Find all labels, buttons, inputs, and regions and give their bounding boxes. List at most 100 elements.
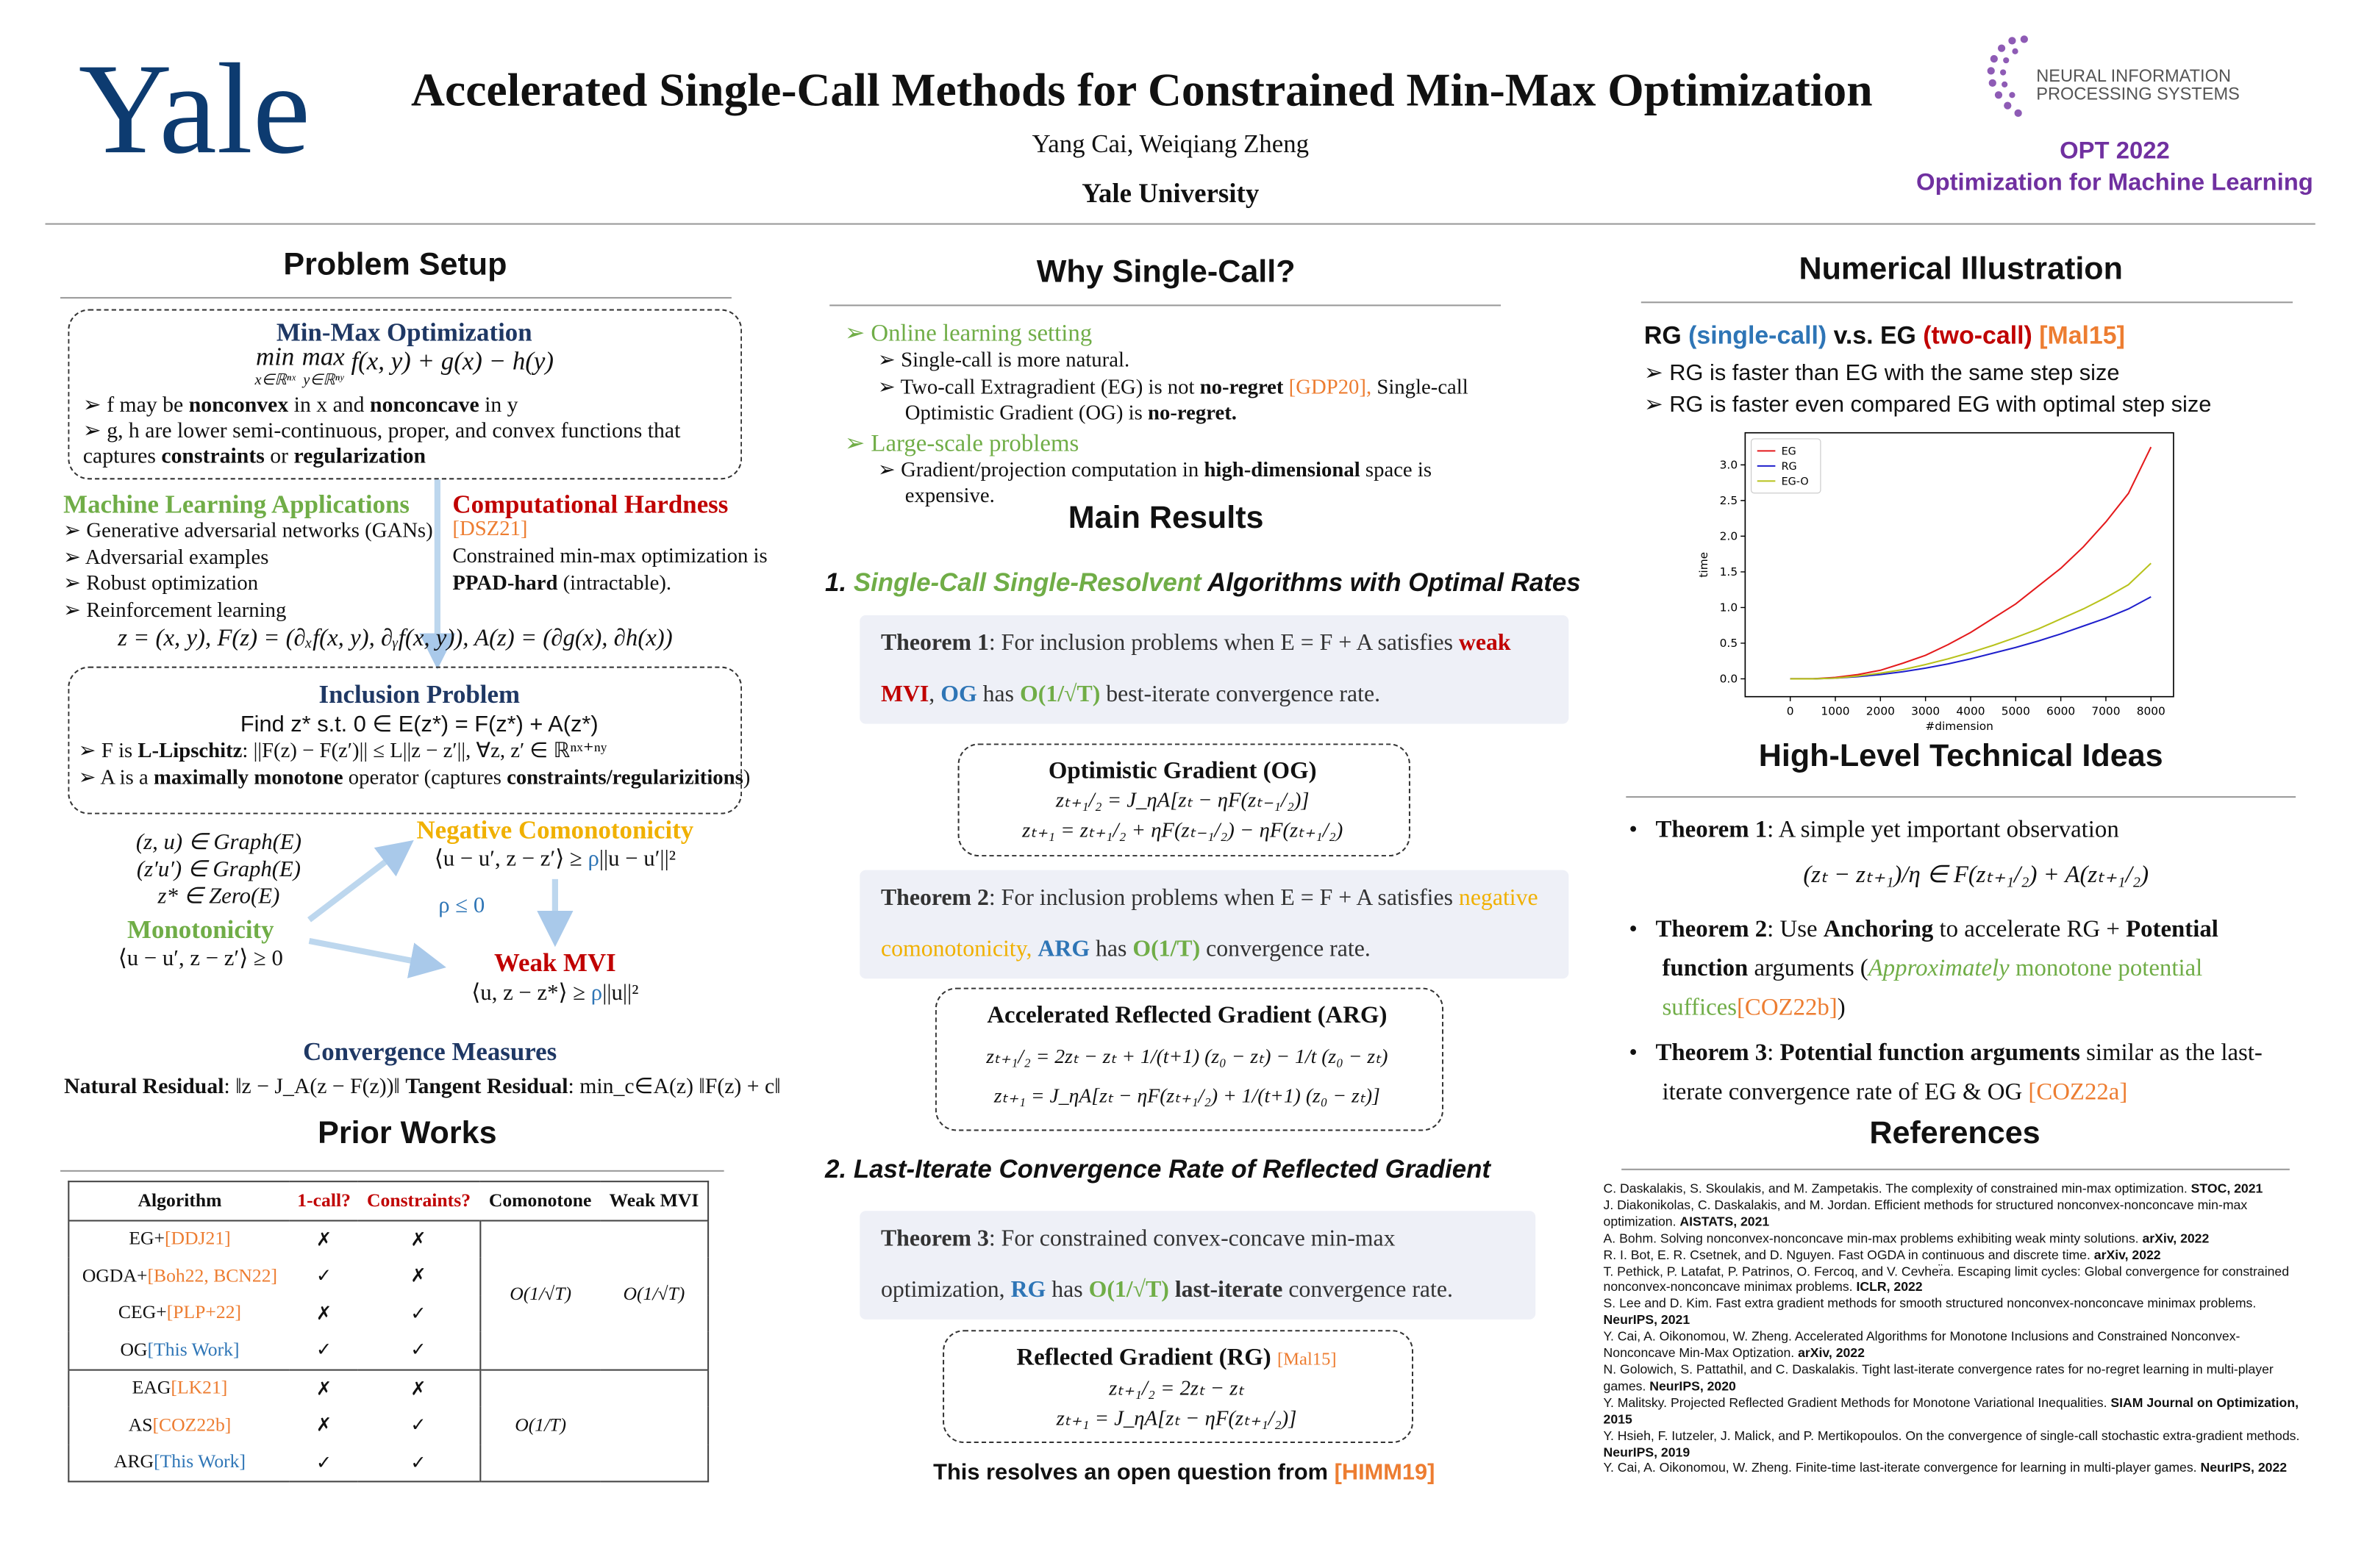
header-cell: Weak MVI xyxy=(609,1189,699,1211)
text-run: Large-scale problems xyxy=(871,430,1079,457)
list-item: zₜ₊₁ = zₜ₊₁/₂ + ηF(zₜ₋₁/₂) − ηF(zₜ₊₁/₂) xyxy=(1022,820,1343,843)
text-run: NeurIPS, 2020 xyxy=(1649,1378,1736,1394)
cell: ✗ xyxy=(315,1302,332,1324)
text-run: has xyxy=(976,681,1020,708)
text-run: : Use xyxy=(1767,917,1824,943)
bullet: ➢ F is L-Lipschitz: ||F(z) − F(z′)|| ≤ L… xyxy=(78,740,607,763)
text-run: (two-call) xyxy=(1923,322,2032,350)
chart: 0 1000 2000 3000 4000 5000 6000 7000 8000 0.0 0.5 1… xyxy=(1697,432,2174,733)
list-item: zₜ₊₁ = J_ηA[zₜ − ηF(zₜ₊₁/₂)] xyxy=(1056,1408,1297,1431)
list-item: RG is faster than EG with the same step … xyxy=(1644,357,2211,389)
text-run: C. Daskalakis, S. Skoulakis, and M. Zamp… xyxy=(1603,1181,2191,1196)
text-run: : min_c∈A(z) ‖F(z) + c‖ xyxy=(568,1075,781,1100)
sub-item: ➢ Single-call is more natural. xyxy=(877,349,1130,373)
divider xyxy=(1626,796,2296,798)
theorem: Theorem 2: For inclusion problems when E… xyxy=(860,870,1569,979)
logo-line: PROCESSING SYSTEMS xyxy=(2036,85,2240,104)
condition-title: Weak MVI xyxy=(494,948,616,978)
x-tick-label: 4000 xyxy=(1956,704,1985,717)
formula: ⟨u − u′, z − z′⟩ ≥ 0 xyxy=(118,947,283,972)
text-run: [COZ22a] xyxy=(2028,1079,2128,1106)
ref: [DDJ21] xyxy=(164,1228,231,1249)
list-item: Generative adversarial networks (GANs) xyxy=(63,519,432,545)
header-cell: Algorithm xyxy=(138,1189,222,1211)
x-tick-label: 8000 xyxy=(2137,704,2165,717)
theorem: Theorem 3: For constrained convex-concav… xyxy=(860,1211,1536,1320)
row: OGDA+[Boh22, BCN22] ✓ ✗ xyxy=(68,1258,708,1295)
text-run: Single-call Optimistic Gradient (OG) is xyxy=(904,376,1468,426)
text: Constrained min-max optimization is PPAD… xyxy=(452,545,772,598)
divider xyxy=(1621,1168,2290,1170)
text-run: N. Golowich, S. Pattathil, and C. Daskal… xyxy=(1603,1361,2274,1394)
reference: N. Golowich, S. Pattathil, and C. Daskal… xyxy=(1604,1361,2301,1395)
item-title: ➢ Large-scale problems xyxy=(844,430,1079,457)
divider xyxy=(1640,301,2293,304)
algorithm: CEG+ xyxy=(118,1301,167,1323)
y-tick-label: 0.5 xyxy=(1720,637,1738,650)
text-run: ρ xyxy=(588,847,599,872)
box-title: Optimistic Gradient (OG) xyxy=(1048,758,1317,784)
section-title: 2. Last-Iterate Convergence Rate of Refl… xyxy=(825,1155,1491,1184)
algo-box xyxy=(935,987,1444,1131)
row: EG+[DDJ21] ✗ ✗ O(1/√T) O(1/√T) xyxy=(68,1220,708,1370)
text-run: Theorem 3 xyxy=(1655,1040,1768,1067)
text-run: O(1/√T) xyxy=(1019,681,1101,708)
rate-cell: O(1/√T) xyxy=(623,1283,685,1305)
text-run: monotone potential suffices xyxy=(1662,956,2203,1021)
title: Reflected Gradient (RG) xyxy=(1016,1345,1271,1371)
x-tick-label: 2000 xyxy=(1866,704,1895,717)
conference-logo: NEURAL INFORMATION PROCESSING SYSTEMS xyxy=(2036,68,2240,104)
text-run: Theorem 3 xyxy=(880,1225,989,1252)
reference: S. Lee and D. Kim. Fast extra gradient m… xyxy=(1604,1296,2301,1329)
bullet: ➢ A is a maximally monotone operator (ca… xyxy=(78,767,751,790)
text-run: g, h are lower semi-continuous, proper, … xyxy=(82,419,681,469)
cell: ✗ xyxy=(410,1228,426,1250)
reference: Y. Hsieh, F. Iutzeler, J. Malick, and P.… xyxy=(1604,1428,2301,1461)
formula: (zₜ − zₜ₊₁)/η ∈ F(zₜ₊₁/₂) + A(zₜ₊₁/₂) xyxy=(1803,862,2149,889)
formula: Natural Residual: ‖z − J_A(z − F(z))‖ Ta… xyxy=(64,1075,780,1101)
text-run: space is expensive. xyxy=(904,459,1432,509)
x-tick-label: 3000 xyxy=(1911,704,1940,717)
ref: [Boh22, BCN22] xyxy=(147,1264,278,1286)
divider xyxy=(60,297,732,299)
divider xyxy=(60,1170,724,1172)
text-run: OG xyxy=(940,681,977,708)
reference: J. Diakonikolas, C. Daskalakis, and M. J… xyxy=(1604,1198,2301,1231)
ref: [LK21] xyxy=(171,1377,228,1399)
series-line xyxy=(1790,595,2152,680)
ref: [This Work] xyxy=(154,1450,246,1472)
cell: ✓ xyxy=(315,1339,332,1361)
list-item: zₜ₊₁ = J_ηA[zₜ − ηF(zₜ₊₁/₂) + 1/(t+1) (z… xyxy=(993,1084,1380,1107)
logo-line: NEURAL INFORMATION xyxy=(2036,68,2232,86)
text-run: arguments ( xyxy=(1748,956,1868,982)
list: Generative adversarial networks (GANs)Ad… xyxy=(63,519,433,625)
text-run: nonconcave xyxy=(369,393,479,418)
text-run: ||u||² xyxy=(602,981,639,1006)
ref: [Mal15] xyxy=(1277,1347,1337,1370)
list-item: Adversarial examples xyxy=(63,545,433,572)
row: CEG+[PLP+22] ✗ ✓ xyxy=(68,1295,708,1331)
minmax-box xyxy=(68,309,743,480)
text-run: Theorem 2 xyxy=(1655,917,1768,943)
text-run: NeurIPS, 2019 xyxy=(1603,1444,1690,1459)
text-run: ⟨u − u′, z − z′⟩ ≥ xyxy=(434,847,588,872)
heading: References xyxy=(1869,1115,2040,1151)
text-run: O(1/T) xyxy=(1132,936,1201,962)
algorithm-cell: EAG[LK21] xyxy=(68,1370,290,1407)
bullet: ➢ f may be nonconvex in x and nonconcave… xyxy=(82,393,518,418)
text-run: or xyxy=(264,445,294,469)
text-run: ICLR, 2022 xyxy=(1856,1279,1923,1295)
text-run: nonconvex xyxy=(188,393,289,418)
y-tick-label: 2.5 xyxy=(1720,494,1738,507)
text-run: : For inclusion problems when E = F + A … xyxy=(988,630,1459,656)
header-row: Algorithm 1-call? Constraints? Comonotone We… xyxy=(68,1181,709,1220)
list-item: (z′u′) ∈ Graph(E) xyxy=(136,858,301,883)
text-run: ) xyxy=(1837,995,1846,1021)
equations: zₜ₊₁/₂ = 2zₜ − zₜ + 1/(t+1) (z₀ − zₜ) − … xyxy=(986,1037,1388,1116)
text-run: Potential function arguments xyxy=(1779,1040,2080,1067)
text-run: Theorem 1 xyxy=(880,630,989,656)
text-run: Two-call Extragradient (EG) is not xyxy=(900,376,1200,399)
algorithm-cell: OGDA+[Boh22, BCN22] xyxy=(68,1258,290,1295)
text-run: : ||F(z) − F(z′)|| ≤ L||z − z′||, ∀z, z′… xyxy=(242,740,607,763)
text-run: negative comonotonicity, xyxy=(880,885,1538,962)
